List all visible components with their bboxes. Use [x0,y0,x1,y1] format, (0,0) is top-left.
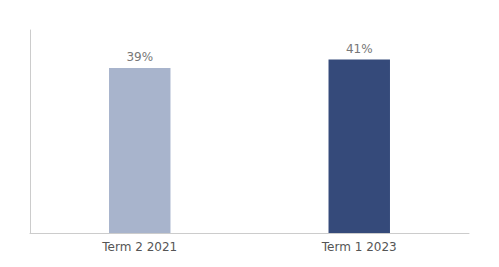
svg-text:39%: 39% [126,50,153,64]
svg-text:41%: 41% [346,42,373,56]
svg-text:Term 2 2021: Term 2 2021 [101,240,177,254]
svg-text:Term 1 2023: Term 1 2023 [321,240,397,254]
